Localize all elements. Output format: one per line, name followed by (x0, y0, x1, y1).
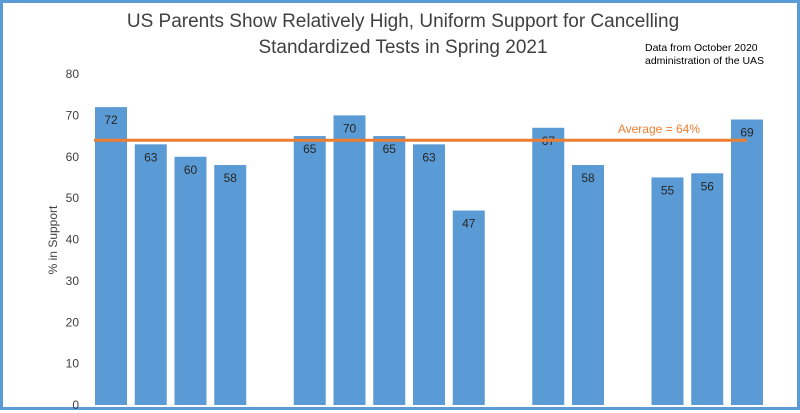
bar (413, 144, 445, 405)
bar-data-labels: 7263605865706563476758555669 (104, 113, 754, 230)
bar-series (95, 107, 763, 405)
bar (174, 156, 207, 405)
average-label: Average = 64% (618, 122, 701, 136)
y-tick-label: 80 (66, 67, 80, 81)
y-axis-title: % in Support (46, 205, 60, 274)
y-tick-label: 70 (66, 108, 80, 122)
bar-data-label: 55 (661, 183, 675, 197)
data-source-note-line-2: administration of the UAS (645, 55, 764, 67)
bar (134, 144, 167, 405)
y-tick-label: 30 (66, 274, 80, 288)
bar (95, 107, 127, 405)
chart-title-line-2: Standardized Tests in Spring 2021 (258, 37, 547, 58)
bar (293, 136, 326, 405)
bar (214, 165, 247, 405)
bar-data-label: 72 (104, 113, 118, 127)
bar (373, 136, 406, 405)
y-tick-label: 0 (72, 398, 79, 412)
bar-data-label: 58 (224, 171, 238, 185)
bar-data-label: 47 (462, 217, 476, 231)
bar (691, 173, 724, 405)
data-source-note-line-1: Data from October 2020 (645, 42, 758, 54)
bar-data-label: 56 (701, 179, 715, 193)
bar-data-label: 60 (184, 163, 198, 177)
chart-title-line-1: US Parents Show Relatively High, Uniform… (127, 11, 679, 32)
y-tick-label: 10 (66, 357, 80, 371)
y-tick-label: 60 (66, 150, 80, 164)
bar (532, 127, 565, 405)
bar-data-label: 63 (422, 150, 436, 164)
y-tick-label: 50 (66, 191, 80, 205)
bar-data-label: 70 (343, 121, 357, 135)
bar-data-label: 65 (303, 142, 317, 156)
y-tick-label: 40 (66, 233, 80, 247)
bar-data-label: 69 (740, 126, 754, 140)
bar-chart: US Parents Show Relatively High, Uniform… (46, 11, 764, 412)
y-axis-ticks: 0 10 20 30 40 50 60 70 80 (66, 67, 80, 412)
bar (731, 119, 763, 405)
bar-data-label: 58 (581, 171, 595, 185)
average-marker: Average = 64% (94, 122, 747, 142)
bar (452, 210, 485, 405)
bar-data-label: 63 (144, 150, 158, 164)
y-tick-label: 20 (66, 315, 80, 329)
bar (333, 115, 366, 405)
bar (651, 177, 684, 405)
bar-data-label: 65 (383, 142, 397, 156)
bar (572, 165, 604, 405)
